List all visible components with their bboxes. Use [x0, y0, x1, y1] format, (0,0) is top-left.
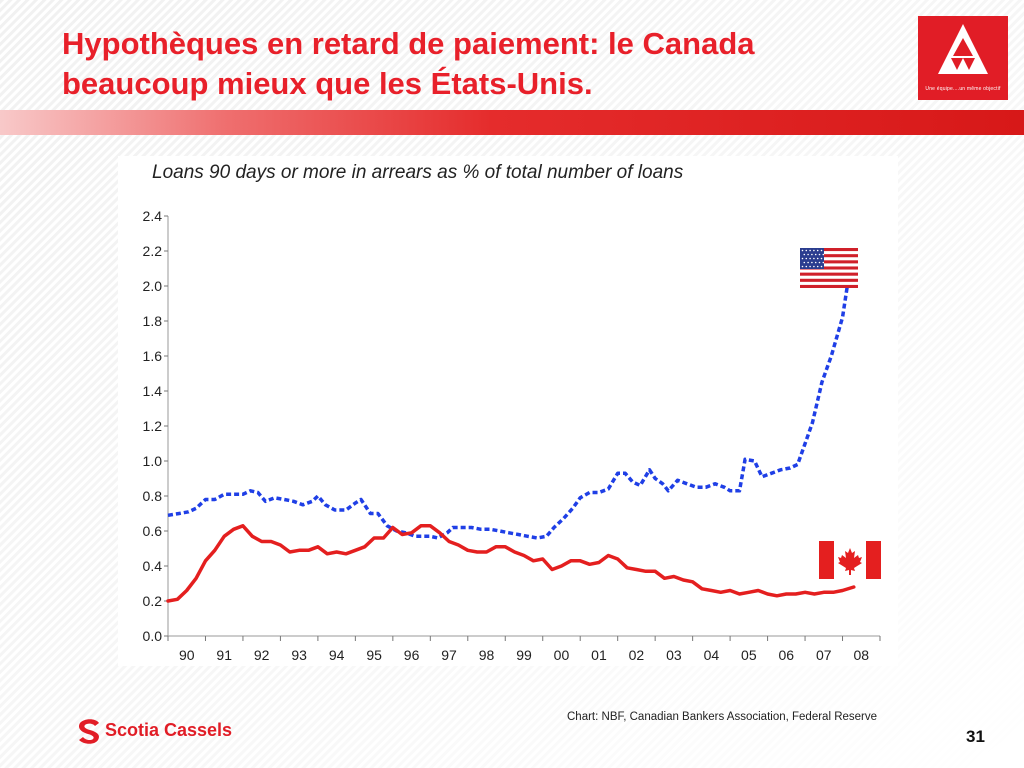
y-tick-label: 1.6	[143, 348, 163, 364]
y-tick-label: 1.0	[143, 453, 163, 469]
x-tick-label: 03	[666, 647, 682, 663]
logo-tagline: Une équipe....un même objectif	[925, 86, 1001, 92]
chart-series	[166, 250, 856, 603]
x-tick-label: 05	[741, 647, 757, 663]
brand-name: Scotia Cassels	[105, 720, 233, 740]
y-tick-label: 0.0	[143, 628, 163, 644]
x-tick-label: 91	[216, 647, 232, 663]
header-band	[0, 110, 1024, 135]
y-tick-label: 1.8	[143, 313, 163, 329]
x-tick-label: 92	[254, 647, 270, 663]
canada-flag-icon	[819, 541, 881, 579]
slide-title: Hypothèques en retard de paiement: le Ca…	[62, 24, 882, 104]
y-tick-label: 2.4	[143, 208, 163, 224]
x-tick-label: 97	[441, 647, 457, 663]
y-tick-label: 2.2	[143, 243, 163, 259]
chart-source-note: Chart: NBF, Canadian Bankers Association…	[567, 711, 878, 723]
x-tick-label: 96	[404, 647, 420, 663]
y-tick-label: 0.6	[143, 523, 163, 539]
y-tick-label: 1.2	[143, 418, 163, 434]
chart-axes: 0.0 0.2 0.4 0.6 0.8 1.0 1.2 1.4 1.6 1.8 2.0 2.2 2.4 9…	[143, 208, 881, 663]
x-tick-label: 02	[629, 647, 645, 663]
y-tick-label: 0.4	[143, 558, 163, 574]
y-tick-label: 0.2	[143, 593, 163, 609]
x-tick-label: 00	[554, 647, 570, 663]
x-tick-label: 04	[704, 647, 720, 663]
page-number: 31	[966, 727, 985, 746]
chart-title: Loans 90 days or more in arrears as % of…	[152, 162, 684, 183]
canada-arrears-line	[166, 524, 856, 603]
arrears-line-chart: Loans 90 days or more in arrears as % of…	[143, 162, 881, 663]
us-flag-icon	[800, 248, 858, 288]
x-tick-label: 93	[291, 647, 307, 663]
scotia-s-icon	[78, 719, 100, 744]
x-tick-label: 06	[779, 647, 795, 663]
slide-title-line-2: beaucoup mieux que les États-Unis.	[62, 66, 593, 101]
x-tick-label: 95	[366, 647, 382, 663]
x-tick-label: 08	[853, 647, 869, 663]
x-tick-label: 99	[516, 647, 532, 663]
y-tick-label: 1.4	[143, 383, 163, 399]
company-logo: Une équipe....un même objectif	[918, 16, 1008, 100]
x-tick-label: 90	[179, 647, 195, 663]
x-tick-label: 94	[329, 647, 345, 663]
slide-title-line-1: Hypothèques en retard de paiement: le Ca…	[62, 26, 755, 61]
y-tick-label: 0.8	[143, 488, 163, 504]
x-tick-label: 07	[816, 647, 832, 663]
chart-panel: Loans 90 days or more in arrears as % of…	[118, 156, 898, 666]
triangle-logo-icon	[938, 24, 988, 74]
x-tick-label: 01	[591, 647, 607, 663]
us-arrears-line	[167, 250, 856, 540]
x-tick-label: 98	[479, 647, 495, 663]
y-tick-label: 2.0	[143, 278, 163, 294]
